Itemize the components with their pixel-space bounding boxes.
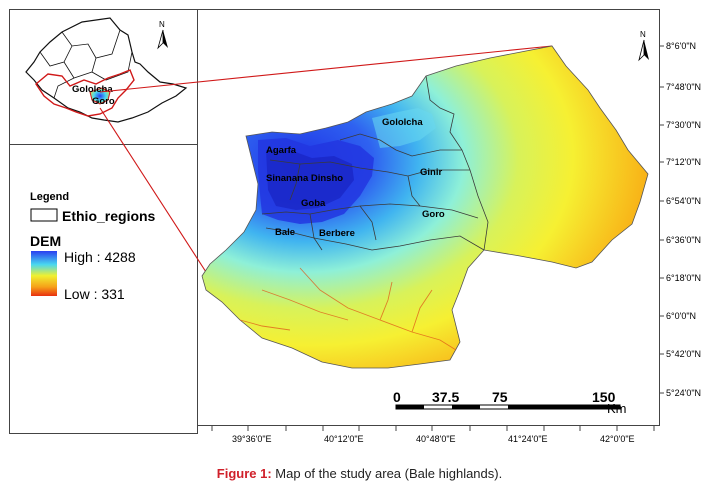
district-label-agarfa: Agarfa	[266, 145, 297, 156]
zoom-line-bottom	[99, 107, 207, 273]
river-network	[239, 267, 457, 351]
high-plateau-core	[266, 150, 354, 210]
lat-label-7: 6°0'0"N	[666, 311, 696, 321]
lat-label-8: 5°42'0"N	[666, 349, 701, 359]
longitude-graticule: 39°36'0"E 40°12'0"E 40°48'0"E 41°24'0"E …	[211, 426, 655, 444]
legend-title: Legend	[30, 191, 69, 203]
main-map-frame	[197, 9, 660, 426]
scale-tick-75: 75	[492, 389, 508, 405]
district-boundaries	[261, 75, 489, 251]
district-label-bale: Bale	[275, 227, 295, 238]
district-label-gololcha: Gololcha	[382, 117, 423, 128]
cyan-ridge	[372, 108, 436, 148]
scale-unit: Km	[607, 401, 627, 416]
inset-gololcha-label: Gololcha	[72, 84, 113, 95]
legend-dem-ramp	[31, 251, 57, 296]
legend: Legend Ethio_regions DEM High : 4288 Low…	[30, 191, 156, 302]
lat-label-2: 7°30'0"N	[666, 120, 701, 130]
svg-text:N: N	[640, 30, 646, 39]
caption-prefix: Figure 1:	[216, 466, 272, 481]
legend-low-label: Low : 331	[64, 286, 125, 302]
inset-map: Gololcha Goro N	[25, 17, 188, 123]
zoom-line-top	[99, 45, 553, 93]
legend-regions-swatch	[30, 208, 58, 222]
lat-label-1: 7°48'0"N	[666, 82, 701, 92]
lon-label-2: 40°48'0"E	[416, 434, 456, 444]
latitude-graticule: 8°6'0"N 7°48'0"N 7°30'0"N 7°12'0"N 6°54'…	[659, 41, 701, 398]
main-map: Gololcha Agarfa Sinanana Dinsho Ginir Go…	[201, 30, 649, 416]
lat-label-3: 7°12'0"N	[666, 157, 701, 167]
legend-dem-title: DEM	[30, 233, 61, 249]
district-label-ginir: Ginir	[420, 167, 442, 178]
svg-text:N: N	[159, 20, 165, 29]
district-label-goba: Goba	[301, 198, 326, 209]
lon-label-3: 41°24'0"E	[508, 434, 548, 444]
lat-label-9: 5°24'0"N	[666, 388, 701, 398]
legend-high-label: High : 4288	[64, 249, 136, 265]
lon-label-4: 42°0'0"E	[600, 434, 635, 444]
lat-label-5: 6°36'0"N	[666, 235, 701, 245]
scale-bar: 0 37.5 75 150 Km	[393, 389, 627, 416]
ethiopia-internal-borders	[39, 29, 133, 99]
scale-tick-0: 0	[393, 389, 401, 405]
lon-label-0: 39°36'0"E	[232, 434, 272, 444]
lat-label-4: 6°54'0"N	[666, 196, 701, 206]
scale-tick-37-5: 37.5	[432, 389, 459, 405]
district-label-goro: Goro	[422, 209, 445, 220]
figure-caption: Figure 1: Map of the study area (Bale hi…	[0, 466, 719, 481]
district-label-sinanana-dinsho: Sinanana Dinsho	[266, 173, 343, 184]
lon-label-1: 40°12'0"E	[324, 434, 364, 444]
lat-label-0: 8°6'0"N	[666, 41, 696, 51]
inset-north-arrow-icon: N	[157, 20, 168, 50]
legend-regions-label: Ethio_regions	[62, 208, 156, 224]
main-north-arrow-icon: N	[638, 30, 649, 62]
district-label-berbere: Berbere	[319, 228, 355, 239]
scale-tick-150: 150	[592, 389, 616, 405]
caption-text: Map of the study area (Bale highlands).	[271, 466, 503, 481]
lat-label-6: 6°18'0"N	[666, 273, 701, 283]
ethiopia-outline	[25, 17, 188, 123]
oromia-boundary	[35, 69, 135, 117]
inset-goro-label: Goro	[92, 96, 115, 107]
